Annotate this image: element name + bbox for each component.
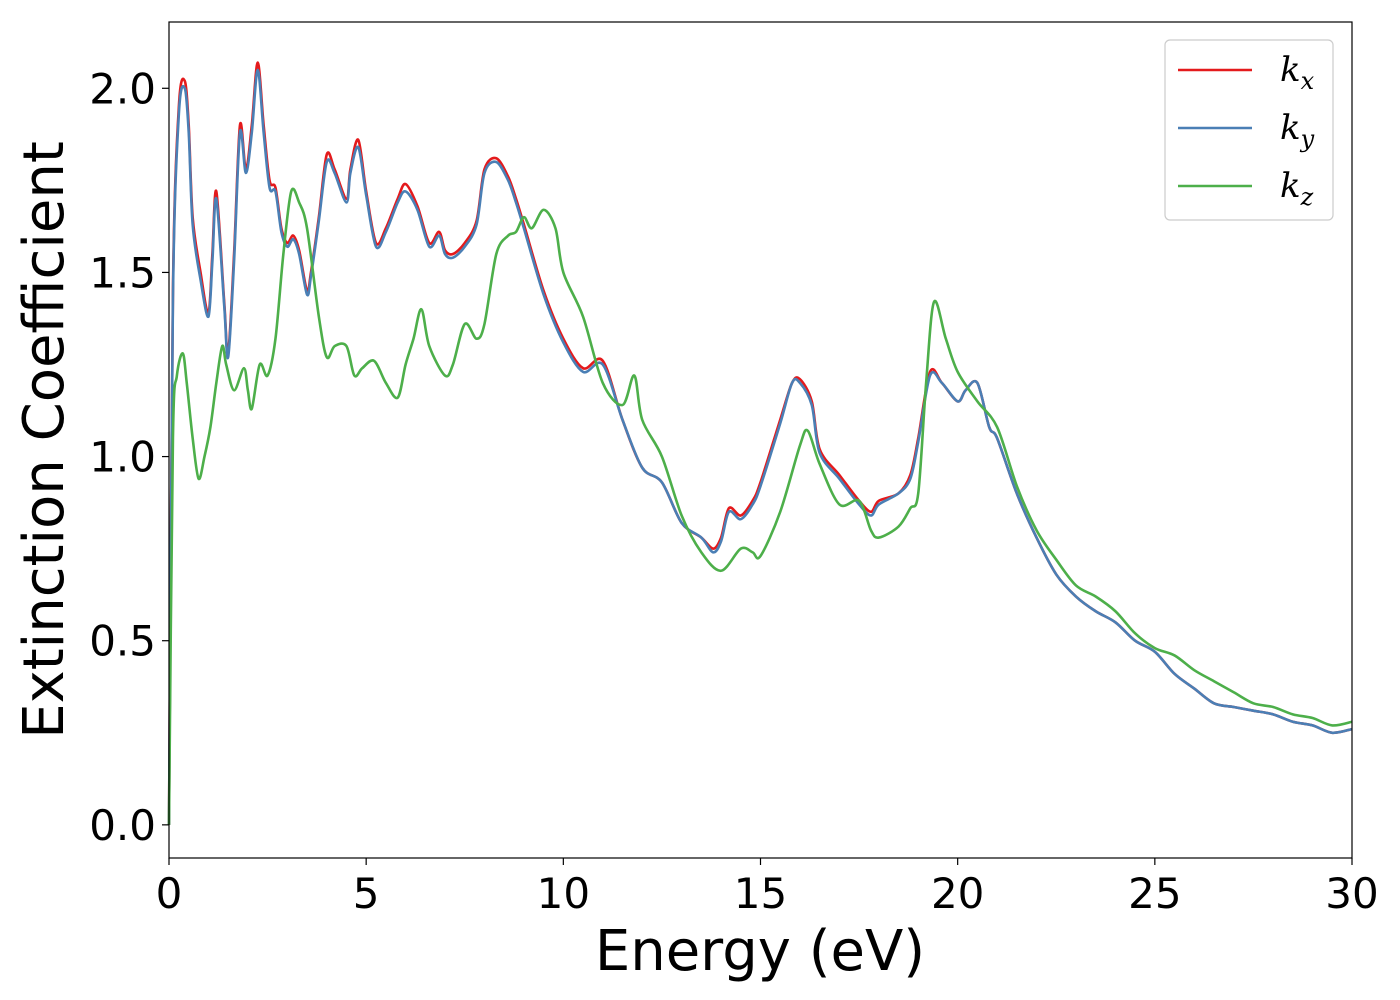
x-tick-label: 5 (353, 869, 380, 918)
y-tick-label: 0.0 (89, 801, 156, 850)
x-axis: 0 5 10 15 20 25 30 (156, 858, 1379, 918)
x-axis-title: Energy (eV) (595, 919, 925, 984)
legend: kx ky kz (1164, 39, 1334, 221)
legend-label-k-x: kx (1280, 50, 1315, 95)
y-tick-label: 0.5 (89, 617, 156, 666)
legend-label-k-z: kz (1280, 166, 1314, 211)
legend-box (1164, 39, 1334, 221)
x-tick-label: 10 (537, 869, 590, 918)
legend-label-k-y: ky (1280, 108, 1315, 153)
y-axis-title: Extinction Coefficient (12, 141, 77, 739)
y-tick-label: 2.0 (89, 64, 156, 113)
series-line-k-y (167, 68, 1353, 825)
x-tick-label: 25 (1128, 869, 1181, 918)
x-tick-label: 20 (931, 869, 984, 918)
y-tick-label: 1.5 (89, 248, 156, 297)
series-line-k-z (167, 187, 1353, 825)
plot-lines (167, 61, 1353, 825)
x-tick-label: 15 (734, 869, 787, 918)
y-tick-label: 1.0 (89, 433, 156, 482)
x-tick-label: 30 (1325, 869, 1378, 918)
x-tick-label: 0 (156, 869, 183, 918)
y-axis: 0.0 0.5 1.0 1.5 2.0 (89, 64, 169, 850)
